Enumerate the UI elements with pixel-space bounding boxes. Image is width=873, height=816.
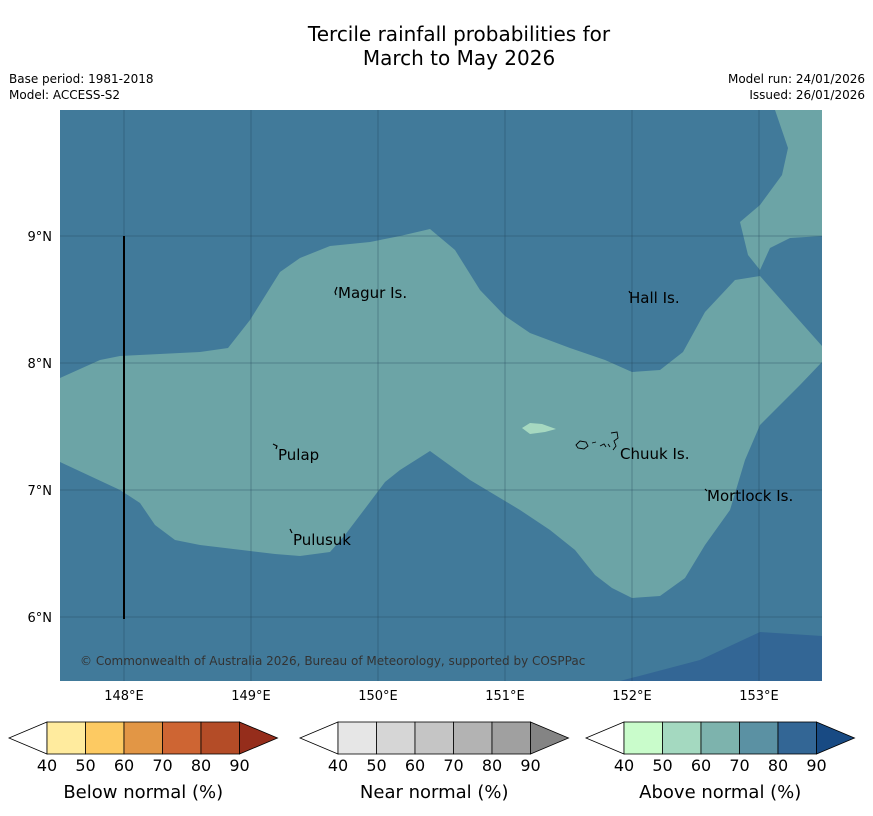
map-title: Tercile rainfall probabilities for March… (0, 22, 873, 70)
colorbar-above-title: Above normal (%) (639, 782, 801, 803)
chuuk-mark-3 (599, 443, 607, 448)
chuuk-mark-1 (575, 440, 589, 450)
place-mortlock: Mortlock Is. (707, 487, 793, 505)
colorbar-below-segment (123, 721, 163, 755)
colorbar-near-segment (376, 721, 416, 755)
region-above-90 (620, 632, 822, 681)
lon-label-151: 151°E (485, 689, 525, 704)
colorbar-below-low-arrow (7, 721, 48, 755)
colorbar-near-segment (491, 721, 531, 755)
colorbar-near: 40 50 60 70 80 90 Near normal (%) (298, 721, 570, 803)
colorbar-below-tick: 80 (191, 756, 211, 775)
meta-left: Base period: 1981-2018 Model: ACCESS-S2 (9, 71, 154, 103)
lon-label-150: 150°E (358, 689, 398, 704)
chuuk-island-marks (575, 431, 619, 451)
lon-label-148: 148°E (104, 689, 144, 704)
place-hall: Hall Is. (629, 289, 680, 307)
colorbar-near-high-arrow (530, 721, 570, 755)
colorbar-near-tick: 50 (366, 756, 386, 775)
title-line-1: Tercile rainfall probabilities for (307, 22, 611, 46)
model-run: Model run: 24/01/2026 (727, 72, 865, 86)
model-name: Model: ACCESS-S2 (9, 88, 121, 102)
title-line-2: March to May 2026 (362, 46, 556, 70)
colorbar-near-tick: 70 (443, 756, 463, 775)
lat-label-8: 8°N (28, 357, 53, 372)
colorbar-below-segment (200, 721, 240, 755)
lat-label-7: 7°N (28, 484, 53, 499)
lon-label-153: 153°E (739, 689, 779, 704)
base-period: Base period: 1981-2018 (9, 72, 154, 86)
colorbar-above-tick: 40 (614, 756, 634, 775)
colorbar-above-tick: 50 (652, 756, 672, 775)
lat-labels: 9°N 8°N 7°N 6°N (28, 230, 53, 626)
colorbars: 40 50 60 70 80 90 Below normal (%) 40 50 60 70 80 90… (7, 721, 856, 803)
lat-label-9: 9°N (28, 230, 53, 245)
place-pulusuk: Pulusuk (293, 531, 351, 549)
meta-right: Model run: 24/01/2026 Issued: 26/01/2026 (728, 71, 865, 103)
colorbar-below-segment (46, 721, 86, 755)
colorbar-above-tick: 90 (806, 756, 826, 775)
colorbar-near-segment (414, 721, 454, 755)
region-above-70-ne (740, 110, 822, 270)
colorbar-near-title: Near normal (%) (360, 782, 509, 803)
lon-labels: 148°E 149°E 150°E 151°E 152°E 153°E (104, 689, 779, 704)
colorbar-below-segment (85, 721, 125, 755)
pulap-island-mark (272, 443, 278, 450)
chuuk-mark-5 (607, 443, 611, 448)
colorbar-above-segment (777, 721, 817, 755)
colorbar-below-title: Below normal (%) (63, 782, 223, 803)
region-above-70 (60, 229, 822, 598)
copyright-credit: © Commonwealth of Australia 2026, Bureau… (80, 654, 585, 668)
region-above-60 (522, 423, 556, 434)
colorbar-near-low-arrow (298, 721, 339, 755)
colorbar-above: 40 50 60 70 80 90 Above normal (%) (584, 721, 856, 803)
colorbar-near-segment (337, 721, 377, 755)
issued-date: Issued: 26/01/2026 (749, 88, 865, 102)
chuuk-mark-4 (610, 431, 619, 451)
place-magur: Magur Is. (338, 284, 407, 302)
place-chuuk: Chuuk Is. (620, 445, 689, 463)
colorbar-below-segment (162, 721, 202, 755)
island-marks (272, 286, 708, 534)
colorbar-near-tick: 40 (328, 756, 348, 775)
colorbar-above-tick: 80 (768, 756, 788, 775)
colorbar-above-segment (662, 721, 702, 755)
colorbar-near-segment (453, 721, 493, 755)
colorbar-below: 40 50 60 70 80 90 Below normal (%) (7, 721, 279, 803)
colorbar-above-tick: 70 (729, 756, 749, 775)
colorbar-below-tick: 90 (229, 756, 249, 775)
hall-island-mark (628, 290, 631, 294)
colorbar-below-tick: 50 (75, 756, 95, 775)
map-area: Magur Is. Hall Is. Pulap Chuuk Is. Mortl… (60, 110, 822, 681)
colorbar-near-tick: 60 (405, 756, 425, 775)
colorbar-below-tick: 40 (37, 756, 57, 775)
colorbar-above-segment (623, 721, 663, 755)
colorbar-above-segment (739, 721, 779, 755)
lon-label-152: 152°E (612, 689, 652, 704)
colorbar-above-tick: 60 (691, 756, 711, 775)
place-pulap: Pulap (278, 446, 319, 464)
colorbar-near-tick: 80 (482, 756, 502, 775)
colorbar-near-tick: 90 (520, 756, 540, 775)
chuuk-mark-2 (591, 441, 597, 444)
colorbar-above-segment (700, 721, 740, 755)
pulusuk-island-mark (289, 528, 293, 534)
colorbar-below-tick: 70 (152, 756, 172, 775)
lon-label-149: 149°E (231, 689, 271, 704)
colorbar-above-low-arrow (584, 721, 625, 755)
colorbar-above-high-arrow (816, 721, 856, 755)
mortlock-island-mark (704, 488, 708, 492)
magur-island-mark (334, 286, 338, 296)
lat-label-6: 6°N (28, 611, 53, 626)
colorbar-below-tick: 60 (114, 756, 134, 775)
colorbar-below-high-arrow (239, 721, 279, 755)
